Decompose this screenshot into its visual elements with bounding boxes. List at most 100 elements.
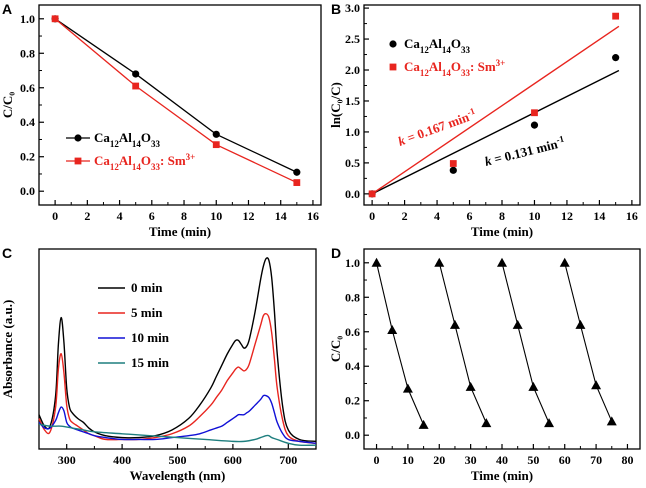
- panel-b-legend-text-0-al: Al: [429, 36, 442, 51]
- panel-b-legend-text-0-sub3: 33: [461, 45, 471, 55]
- panel-b-rate-eq-black: = 0.131 min: [489, 136, 559, 167]
- panel-d-xtick-label: 60: [559, 453, 571, 467]
- panel-b-legend-text-0-ca: Ca: [404, 36, 420, 51]
- panel-a-legend-text-0-ca: Ca: [94, 130, 110, 145]
- panel-d-cycle-0-point: [371, 257, 382, 267]
- panel-a-xtick-label: 10: [210, 209, 222, 223]
- panel-d-chart: 0 10 20 30 40 50 60 70 80 0.0 0.2 0.4 0.6 0.8 1.0 Time …: [328, 248, 641, 483]
- panel-d-cycle-2-point: [528, 381, 539, 391]
- panel-b-legend-text-1-tail: : Sm: [470, 59, 496, 74]
- panel-b-series-1-point: [449, 160, 457, 167]
- panel-b-legend-text-1-al: Al: [429, 59, 442, 74]
- panel-c-legend-text-0: 0 min: [131, 280, 163, 295]
- panel-d-cycle-3-point: [575, 319, 586, 329]
- panel-a-series-1-point: [212, 141, 220, 149]
- panel-b-series-0-point: [530, 121, 539, 129]
- panel-a-xtick-label: 16: [307, 209, 319, 223]
- panel-c-legend-text-1: 5 min: [131, 305, 163, 320]
- panel-b-y-axis-label: ln(C₀/C): [328, 82, 343, 128]
- panel-a-series-1-point: [51, 15, 59, 23]
- panel-a-legend-text-0-sub1: 12: [110, 139, 120, 149]
- panel-d-cycle-0-point: [387, 325, 398, 335]
- panel-b-legend-text-1: Ca12Al14O33: Sm3+: [404, 58, 505, 78]
- panel-b-chart: 0 2 4 6 8 10 12 14 16 0.0 0.5 1.0 1.5 2.0 2.5 3.0 Time (…: [328, 1, 641, 239]
- panel-a-legend-text-1: Ca12Al14O33: Sm3+: [94, 152, 195, 172]
- panel-a-legend-marker-1: [74, 157, 82, 165]
- panel-b-legend-text-1-ca: Ca: [404, 59, 420, 74]
- panel-a-x-axis-label: Time (min): [149, 224, 211, 239]
- panel-d-cycle-2-line: [501, 262, 550, 424]
- panel-a-ytick-label: 1.0: [20, 12, 35, 26]
- panel-c-y-axis-label: Absorbance (a.u.): [0, 300, 15, 399]
- panel-label-b: B: [331, 1, 341, 17]
- panel-b-series-1-point: [531, 109, 538, 117]
- panel-a-ytick-label: 0.0: [20, 184, 35, 198]
- panel-a-legend-text-1-ca: Ca: [94, 153, 110, 168]
- panel-d-cycle-1-line: [438, 262, 487, 424]
- panel-a-xtick-label: 4: [117, 209, 123, 223]
- panel-a-xtick-label: 2: [84, 209, 90, 223]
- panel-c-legend-text-2: 10 min: [131, 330, 170, 345]
- panel-a-legend-text-0: Ca12Al14O33: [94, 130, 161, 149]
- panel-d-xtick-label: 80: [621, 453, 633, 467]
- panel-b-series-1-point: [368, 190, 376, 198]
- panel-d-cycle-0-point: [418, 419, 429, 429]
- panel-a-legend-text-1-tail: : Sm: [160, 153, 186, 168]
- panel-b-ytick-label: 0.5: [345, 156, 360, 170]
- panel-b-ytick-label: 1.5: [345, 94, 360, 108]
- panel-a-legend-text-1-sub1: 12: [110, 162, 120, 172]
- panel-b-series-1-point: [612, 12, 620, 20]
- panel-a-legend-text-1-sup: 3+: [186, 152, 196, 162]
- panel-c-spectrum-3: [38, 423, 317, 447]
- panel-d-cycle-3-line: [564, 262, 613, 422]
- panel-label-c: C: [2, 245, 12, 261]
- panel-c-xtick-label: 700: [279, 453, 297, 467]
- panel-d-cycle-1-point: [481, 418, 492, 428]
- panel-b-xtick-label: 16: [626, 209, 638, 223]
- panel-d-ytick-label: 0.6: [345, 325, 360, 339]
- panel-d-cycle-1-point: [434, 257, 445, 267]
- panel-b-legend-text-1-sub2: 14: [442, 68, 452, 78]
- panel-d-xtick-label: 40: [496, 453, 508, 467]
- panel-b-xtick-label: 4: [434, 209, 440, 223]
- panel-a-legend-text-1-sub2: 14: [132, 162, 142, 172]
- panel-a-legend-marker-0: [74, 134, 82, 142]
- panel-b-xtick-label: 0: [369, 209, 375, 223]
- panel-b-xtick-label: 6: [467, 209, 473, 223]
- panel-d-xtick-label: 70: [590, 453, 602, 467]
- panel-a-xtick-label: 6: [149, 209, 155, 223]
- panel-b-legend-text-1-sup: 3+: [496, 58, 506, 68]
- panel-b-series-0-point: [449, 166, 457, 174]
- panel-d-xtick-label: 50: [527, 453, 539, 467]
- panel-a-ytick-label: 0.8: [20, 46, 35, 60]
- panel-b-legend-text-0-o: O: [451, 36, 461, 51]
- panel-b-legend-text-0-sub2: 14: [442, 45, 452, 55]
- panel-a-legend-text-0-al: Al: [119, 130, 132, 145]
- panel-d-ytick-label: 0.4: [345, 359, 360, 373]
- panel-d-ytick-label: 0.8: [345, 290, 360, 304]
- panel-c-xtick-label: 500: [169, 453, 187, 467]
- panel-b-rate-sup-red: -1: [466, 106, 477, 118]
- panel-a-xtick-label: 14: [275, 209, 287, 223]
- panel-c-xtick-label: 600: [224, 453, 242, 467]
- panel-a-series-1-line: [54, 18, 298, 184]
- panel-c-x-axis-label: Wavelength (nm): [130, 468, 226, 483]
- panel-d-cycle-1-point: [465, 381, 476, 391]
- panel-d-cycle-2-point: [512, 319, 523, 329]
- panel-b-ytick-label: 2.5: [345, 32, 360, 46]
- panel-d-cycle-2-point: [497, 257, 507, 267]
- panel-a-series-0-point: [212, 130, 220, 138]
- panel-a-xtick-label: 8: [181, 209, 187, 223]
- panel-b-legend-text-1-sub1: 12: [420, 68, 430, 78]
- panel-a-ytick-label: 0.4: [20, 115, 35, 129]
- panel-b-legend-marker-1: [389, 63, 397, 71]
- panel-b-xtick-label: 10: [528, 209, 540, 223]
- panel-a-legend-text-0-o: O: [141, 130, 151, 145]
- panel-b-rate-annotation-red: k = 0.167 min-1: [396, 106, 479, 149]
- panel-d-cycle-3-point: [559, 257, 570, 267]
- panel-b-xtick-label: 8: [499, 209, 505, 223]
- panel-b-rate-sup-black: -1: [555, 133, 565, 145]
- panel-d-ytick-label: 1.0: [345, 256, 360, 270]
- panel-b-rate-eq-red: = 0.167 min: [402, 109, 472, 147]
